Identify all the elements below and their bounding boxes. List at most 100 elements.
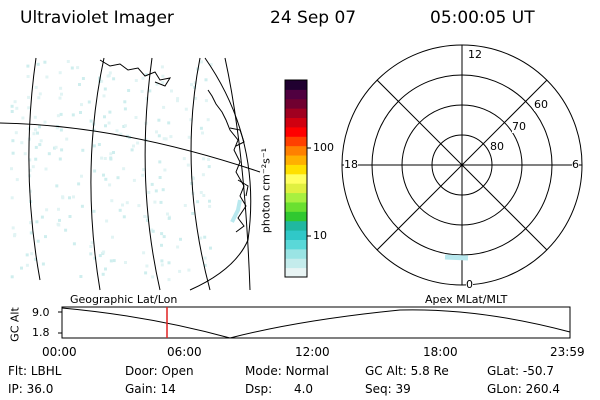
emission-dot [57,207,60,211]
emission-dot [15,106,19,110]
colorbar-band [285,136,307,147]
status-mode: Mode: Normal [245,364,329,378]
emission-dot [112,151,115,154]
emission-dot [202,157,206,161]
emission-dot [80,174,83,178]
emission-dot [107,121,111,125]
mlt-label-left: 18 [344,158,358,171]
colorbar-band [285,239,307,250]
emission-dot [167,261,171,265]
status-dsp: Dsp: 4.0 [245,382,314,396]
colorbar-band [285,98,307,109]
emission-dot [58,71,62,75]
emission-dot [34,145,38,149]
emission-dot [158,176,162,179]
meridian-line [90,57,105,291]
emission-dot [44,235,47,239]
emission-dot [34,128,37,132]
emission-dot [191,212,195,215]
emission-dot [72,195,75,199]
emission-dot [45,75,49,79]
emission-dot [155,82,159,86]
emission-dot [65,137,69,141]
emission-dot [146,218,149,222]
time-label: 05:00:05 UT [430,8,535,28]
emission-dot [98,254,102,258]
emission-dot [20,141,24,145]
colorbar-band [285,183,307,194]
emission-dot [144,271,148,275]
emission-dot [194,96,198,100]
emission-dot [199,191,203,194]
emission-dot [176,99,179,103]
emission-dot [58,157,62,161]
emission-dot [141,76,145,80]
emission-dot [199,236,203,240]
emission-dot [39,139,43,143]
lat-label: 80 [490,140,504,153]
emission-dot [104,267,107,271]
timeline-x-tick: 06:00 [167,345,202,359]
emission-dot [105,219,109,223]
emission-dot [38,92,42,96]
colorbar-band [285,155,307,165]
emission-dot [201,131,204,135]
date-label: 24 Sep 07 [270,8,357,28]
emission-dot [169,135,173,139]
colorbar-band [285,108,307,119]
emission-dot [58,218,61,222]
emission-dot [92,144,96,148]
emission-dot [160,263,164,267]
emission-dot [166,212,169,216]
emission-dot [193,85,197,89]
emission-dot [61,196,65,200]
emission-dot [93,256,97,260]
emission-dot [71,113,75,117]
emission-dot [28,168,32,172]
emission-dot [207,158,211,161]
emission-dot [38,125,41,129]
emission-dot [176,97,180,101]
colorbar-band [285,258,307,269]
emission-dot [187,135,191,139]
mlt-label-bottom: 0 [466,278,473,291]
emission-dot [141,173,145,177]
emission-dot [190,83,193,87]
emission-dot [159,200,163,204]
emission-dot [103,87,107,91]
colorbar-tick-label: 100 [313,141,334,154]
status-seq: Seq: 39 [365,382,411,396]
emission-dot [178,269,182,273]
emission-dot [160,65,164,69]
emission-dot [122,215,126,219]
colorbar-band [285,164,307,175]
emission-dot [37,96,41,100]
emission-dot [10,196,14,200]
emission-dot [11,139,15,143]
timeline-right-title: Apex MLat/MLT [425,293,508,306]
emission-dot [142,168,146,172]
emission-dot [20,266,23,270]
emission-dot [109,152,113,156]
emission-dot [59,128,63,132]
emission-dot [53,146,56,150]
emission-dot [147,190,151,194]
emission-dot [118,208,122,212]
emission-dot [59,86,63,90]
emission-dot [145,97,149,101]
emission-dot [13,100,17,104]
emission-dot [92,209,96,213]
emission-dot [93,169,97,173]
emission-dot [204,99,208,103]
emission-dot [127,89,131,92]
colorbar-band [285,145,307,156]
emission-dot [60,92,63,96]
emission-dot [103,157,107,160]
emission-dot [208,199,211,203]
emission-dot [28,158,32,162]
emission-dot [124,261,127,264]
emission-dot [92,128,96,132]
parallel-line [0,122,261,173]
timeline-x-tick: 12:00 [295,345,330,359]
emission-dot [59,112,63,116]
